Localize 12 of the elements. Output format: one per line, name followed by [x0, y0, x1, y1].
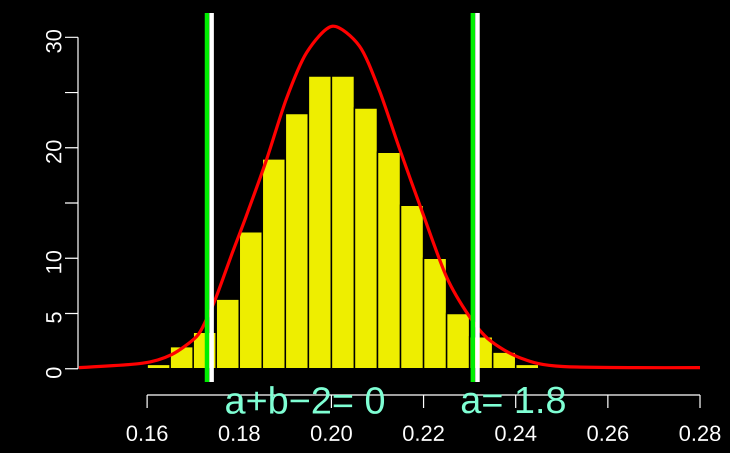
x-tick-label: 0.24: [495, 426, 536, 442]
y-tick-label: 30: [46, 30, 62, 53]
x-tick-label: 0.26: [587, 426, 628, 442]
x-tick-label: 0.28: [680, 426, 720, 442]
x-tick-label: 0.16: [126, 426, 168, 442]
x-tick-label: 0.22: [403, 426, 444, 442]
y-tick-label: 5: [46, 312, 62, 323]
x-tick-label: 0.20: [310, 426, 352, 442]
y-tick-label: 10: [46, 250, 62, 273]
x-tick-label: 0.18: [218, 426, 260, 442]
y-tick-label: 20: [46, 140, 62, 163]
y-tick-label: 0: [46, 368, 62, 378]
